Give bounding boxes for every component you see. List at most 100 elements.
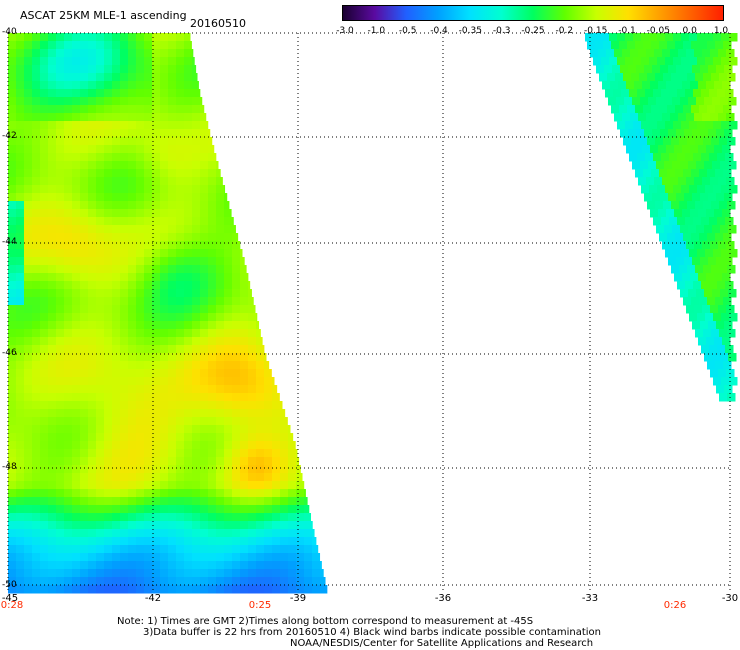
swath-cell [304, 585, 313, 594]
swath-cell [184, 489, 193, 498]
swath-cell [694, 241, 703, 250]
swath-cell [240, 537, 249, 546]
swath-cell [136, 345, 145, 354]
swath-cell [240, 281, 249, 290]
swath-cell [112, 497, 121, 506]
swath-cell [16, 329, 25, 338]
swath-cell [288, 433, 294, 442]
swath-cell [168, 241, 177, 250]
swath-cell [692, 321, 701, 330]
swath-cell [72, 513, 81, 522]
swath-cell [216, 321, 225, 330]
swath-cell [312, 577, 321, 586]
swath-cell [40, 353, 49, 362]
swath-cell [72, 425, 81, 434]
swath-cell [104, 193, 113, 202]
swath-cell [248, 401, 257, 410]
swath-cell [80, 73, 89, 82]
swath-cell [40, 369, 49, 378]
swath-cell [708, 65, 717, 74]
swath-cell [200, 217, 209, 226]
swath-cell [96, 113, 105, 122]
swath-cell [128, 217, 137, 226]
swath-cell [80, 121, 89, 130]
swath-cell [72, 329, 81, 338]
swath-cell [80, 545, 89, 554]
swath-cell [200, 513, 209, 522]
swath-cell [192, 489, 201, 498]
swath-cell [96, 529, 105, 538]
swath-cell [64, 585, 73, 594]
swath-cell [184, 457, 193, 466]
swath-cell [708, 129, 717, 138]
swath-cell [16, 377, 25, 386]
swath-cell [40, 121, 49, 130]
swath-cell [696, 97, 705, 106]
swath-cell [192, 185, 201, 194]
swath-cell [104, 361, 113, 370]
swath-cell [192, 97, 201, 106]
swath-cell [104, 321, 113, 330]
swath-cell [64, 177, 73, 186]
swath-cell [216, 217, 225, 226]
swath-cell [56, 313, 65, 322]
swath-cell [136, 337, 145, 346]
swath-cell [152, 89, 161, 98]
swath-cell [128, 537, 137, 546]
swath-cell [700, 321, 709, 330]
swath-cell [96, 89, 105, 98]
swath-cell [80, 497, 89, 506]
swath-cell [8, 65, 17, 74]
swath-cell [184, 433, 193, 442]
swath-cell [64, 305, 73, 314]
swath-cell [192, 345, 201, 354]
swath-cell [32, 145, 41, 154]
swath-cell [88, 177, 97, 186]
swath-cell [168, 97, 177, 106]
swath-cell [176, 441, 185, 450]
swath-cell [112, 73, 121, 82]
swath-cell [686, 113, 695, 122]
swath-cell [144, 441, 153, 450]
swath-cell [232, 385, 241, 394]
swath-cell [72, 265, 81, 274]
swath-cell [168, 537, 177, 546]
swath-cell [56, 449, 65, 458]
swath-cell [709, 89, 718, 98]
swath-cell [687, 265, 696, 274]
swath-cell [618, 81, 627, 90]
swath-cell [296, 473, 303, 482]
swath-cell [24, 169, 33, 178]
swath-cell [128, 481, 137, 490]
swath-cell [32, 217, 41, 226]
swath-cell [208, 249, 217, 258]
swath-cell [192, 513, 201, 522]
swath-cell [16, 153, 25, 162]
swath-cell [32, 289, 41, 298]
swath-cell [72, 345, 81, 354]
swath-cell [136, 329, 145, 338]
swath-cell [160, 577, 169, 586]
swath-cell [637, 89, 646, 98]
swath-cell [24, 201, 33, 210]
swath-cell [184, 345, 193, 354]
swath-cell [8, 41, 17, 50]
swath-cell [184, 129, 193, 138]
swath-cell [668, 129, 677, 138]
swath-cell [40, 401, 49, 410]
swath-cell [56, 41, 65, 50]
swath-cell [216, 473, 225, 482]
swath-cell [56, 473, 65, 482]
swath-cell [32, 385, 41, 394]
swath-cell [280, 433, 289, 442]
swath-cell [216, 345, 225, 354]
swath-cell [80, 225, 89, 234]
swath-cell [224, 457, 233, 466]
swath-cell [691, 297, 700, 306]
swath-cell [88, 377, 97, 386]
swath-cell [80, 329, 89, 338]
swath-cell [160, 153, 169, 162]
swath-cell [80, 89, 89, 98]
swath-cell [136, 49, 145, 58]
swath-cell [80, 241, 89, 250]
